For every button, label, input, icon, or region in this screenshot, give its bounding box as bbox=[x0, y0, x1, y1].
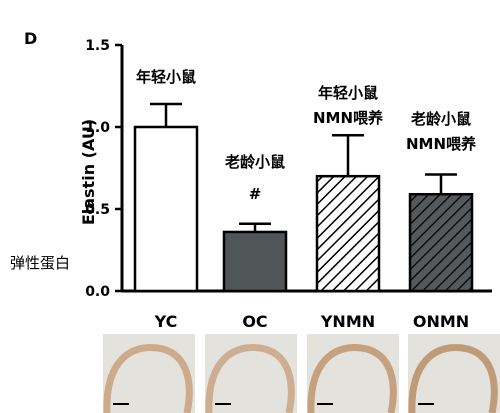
bar-annotation: NMN喂养 bbox=[313, 109, 384, 127]
bar-annotation: 老龄小鼠 bbox=[410, 110, 471, 128]
y-tick-label: 0.0 bbox=[85, 284, 110, 300]
bar-annotation: NMN喂养 bbox=[406, 135, 477, 153]
x-tick-label: ONMN bbox=[413, 312, 469, 331]
x-tick-label: YNMN bbox=[320, 312, 375, 331]
histology-oc-image bbox=[205, 334, 297, 413]
bar-annotation: 年轻小鼠 bbox=[136, 68, 196, 86]
histology-yc-image bbox=[103, 334, 195, 413]
bar-annotation: 老龄小鼠 bbox=[224, 153, 285, 171]
bar-annotation: 年轻小鼠 bbox=[318, 84, 378, 102]
axes: 0.0 0.5 1.0 1.5 bbox=[85, 38, 492, 300]
histology-images bbox=[103, 334, 500, 413]
bar-yc bbox=[133, 125, 199, 293]
panel-label: D bbox=[24, 29, 37, 48]
bars-group bbox=[133, 102, 474, 293]
y-axis-label: Elastin (AU) bbox=[79, 119, 98, 225]
y-tick-label: 1.5 bbox=[85, 38, 110, 54]
y-tick-label: 1.0 bbox=[85, 120, 110, 136]
histology-ynmn-image bbox=[307, 334, 399, 413]
side-note-elastin: 弹性蛋白 bbox=[10, 254, 70, 272]
y-tick-label: 0.5 bbox=[85, 202, 110, 218]
x-tick-label: OC bbox=[242, 312, 267, 331]
bar-annotation: # bbox=[249, 185, 262, 203]
bar-oc bbox=[222, 230, 288, 293]
histology-onmn-image bbox=[408, 334, 500, 413]
x-tick-label: YC bbox=[154, 312, 178, 331]
bar-onmn bbox=[408, 192, 474, 293]
bar-ynmn bbox=[315, 174, 381, 293]
